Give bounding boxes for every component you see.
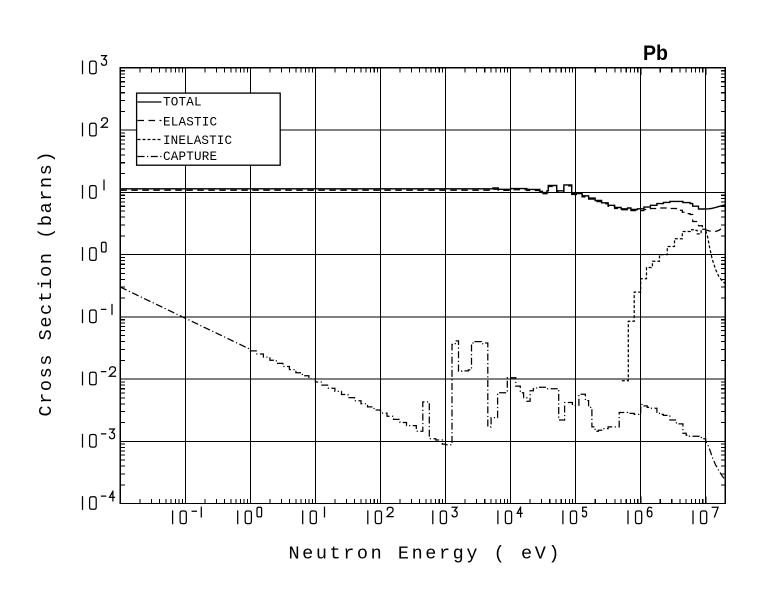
svg-text:Pb: Pb bbox=[643, 41, 668, 65]
svg-text:ELASTIC: ELASTIC bbox=[163, 115, 217, 129]
svg-text:TOTAL: TOTAL bbox=[163, 96, 202, 110]
svg-text:Cross Section (barns): Cross Section (barns) bbox=[36, 152, 57, 417]
svg-text:INELASTIC: INELASTIC bbox=[163, 134, 232, 148]
svg-text:CAPTURE: CAPTURE bbox=[163, 150, 217, 164]
